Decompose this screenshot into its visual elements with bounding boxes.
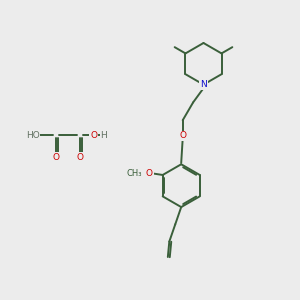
Text: CH₃: CH₃	[126, 169, 142, 178]
Text: O: O	[53, 153, 60, 162]
Text: N: N	[200, 80, 207, 89]
Text: O: O	[90, 130, 97, 140]
Text: O: O	[77, 153, 84, 162]
Text: H: H	[100, 130, 107, 140]
Text: O: O	[146, 169, 153, 178]
Text: O: O	[179, 131, 186, 140]
Text: HO: HO	[26, 130, 40, 140]
